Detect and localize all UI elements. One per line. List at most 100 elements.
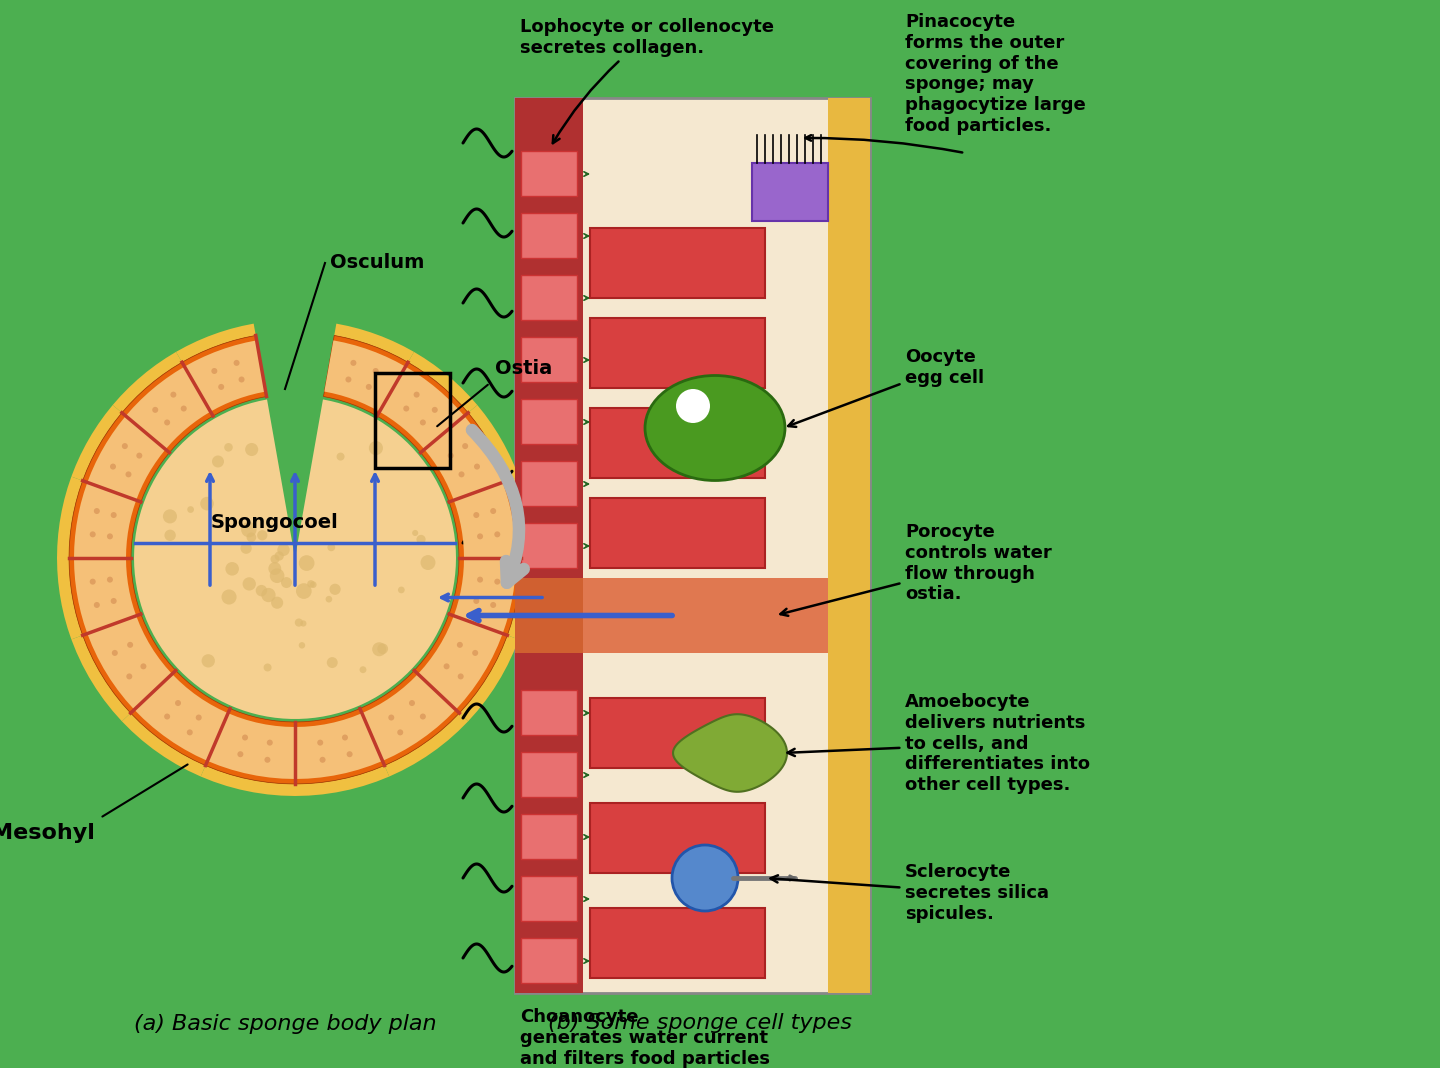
- Text: Ostia: Ostia: [495, 359, 553, 378]
- Bar: [590, 803, 765, 873]
- Bar: [374, 373, 449, 468]
- Text: Porocyte
controls water
flow through
ostia.: Porocyte controls water flow through ost…: [780, 523, 1051, 616]
- Circle shape: [409, 700, 415, 706]
- Polygon shape: [454, 483, 516, 557]
- Circle shape: [109, 464, 117, 470]
- Bar: [590, 908, 765, 978]
- Circle shape: [122, 443, 128, 449]
- Bar: [521, 399, 577, 444]
- Ellipse shape: [645, 376, 785, 481]
- Bar: [516, 578, 828, 653]
- Circle shape: [346, 377, 351, 382]
- Polygon shape: [176, 324, 256, 362]
- Circle shape: [107, 577, 112, 583]
- Polygon shape: [73, 557, 137, 633]
- Bar: [521, 461, 577, 506]
- Circle shape: [222, 590, 236, 604]
- Circle shape: [89, 579, 95, 584]
- Circle shape: [112, 650, 118, 656]
- Circle shape: [310, 581, 317, 588]
- Text: Spongocoel: Spongocoel: [212, 513, 338, 532]
- Bar: [590, 227, 765, 298]
- Polygon shape: [122, 713, 206, 776]
- Circle shape: [196, 714, 202, 721]
- Circle shape: [295, 618, 302, 627]
- Circle shape: [266, 740, 272, 745]
- Circle shape: [242, 735, 248, 740]
- Polygon shape: [122, 362, 213, 453]
- Circle shape: [448, 453, 454, 458]
- Circle shape: [420, 713, 426, 720]
- Polygon shape: [507, 476, 533, 557]
- Polygon shape: [131, 671, 230, 766]
- Polygon shape: [82, 412, 170, 502]
- Circle shape: [245, 443, 258, 456]
- Polygon shape: [184, 341, 265, 411]
- Circle shape: [420, 555, 435, 570]
- Polygon shape: [181, 335, 266, 415]
- Circle shape: [94, 508, 99, 514]
- Bar: [590, 498, 765, 568]
- Bar: [516, 578, 583, 653]
- Circle shape: [298, 642, 305, 648]
- Text: Osculum: Osculum: [330, 253, 425, 272]
- Circle shape: [327, 544, 336, 551]
- Polygon shape: [112, 351, 181, 412]
- Circle shape: [477, 533, 482, 539]
- Bar: [590, 698, 765, 768]
- Polygon shape: [425, 415, 503, 500]
- Text: Lophocyte or collenocyte
secretes collagen.: Lophocyte or collenocyte secretes collag…: [520, 18, 775, 143]
- Circle shape: [458, 674, 464, 679]
- Polygon shape: [72, 635, 131, 721]
- Text: (a) Basic sponge body plan: (a) Basic sponge body plan: [134, 1014, 436, 1034]
- Circle shape: [325, 596, 333, 602]
- Polygon shape: [58, 557, 82, 640]
- Text: Choanocyte
generates water current
and filters food particles
from water.: Choanocyte generates water current and f…: [520, 1008, 770, 1068]
- Circle shape: [397, 729, 403, 736]
- Circle shape: [330, 584, 341, 595]
- Circle shape: [458, 471, 465, 477]
- Circle shape: [240, 522, 256, 537]
- Circle shape: [366, 383, 372, 390]
- Bar: [828, 98, 870, 993]
- Circle shape: [238, 751, 243, 757]
- Circle shape: [107, 533, 112, 539]
- Circle shape: [494, 532, 500, 537]
- Text: Oocyte
egg cell: Oocyte egg cell: [788, 348, 984, 427]
- Circle shape: [242, 578, 256, 591]
- Circle shape: [111, 598, 117, 604]
- Bar: [521, 274, 577, 320]
- Circle shape: [278, 544, 289, 556]
- Bar: [521, 814, 577, 859]
- Circle shape: [403, 406, 409, 411]
- Circle shape: [373, 368, 379, 374]
- Polygon shape: [324, 341, 406, 411]
- Circle shape: [265, 757, 271, 763]
- Polygon shape: [384, 713, 468, 776]
- Bar: [516, 98, 583, 578]
- Circle shape: [269, 568, 285, 583]
- Polygon shape: [454, 557, 516, 633]
- Text: Mesohyl: Mesohyl: [0, 823, 95, 843]
- Circle shape: [490, 508, 497, 514]
- Circle shape: [271, 554, 279, 564]
- Polygon shape: [449, 557, 521, 635]
- Polygon shape: [295, 713, 383, 779]
- Circle shape: [127, 674, 132, 679]
- Circle shape: [350, 360, 357, 366]
- Circle shape: [202, 655, 215, 668]
- Circle shape: [246, 533, 256, 543]
- Polygon shape: [207, 713, 295, 779]
- Circle shape: [389, 714, 395, 721]
- Circle shape: [420, 420, 426, 425]
- Circle shape: [297, 583, 311, 599]
- Polygon shape: [449, 481, 521, 557]
- Circle shape: [275, 551, 284, 561]
- Circle shape: [240, 543, 252, 554]
- Circle shape: [176, 700, 181, 706]
- Circle shape: [672, 845, 739, 911]
- Circle shape: [111, 512, 117, 518]
- Bar: [521, 690, 577, 735]
- Circle shape: [187, 729, 193, 736]
- Circle shape: [164, 530, 176, 541]
